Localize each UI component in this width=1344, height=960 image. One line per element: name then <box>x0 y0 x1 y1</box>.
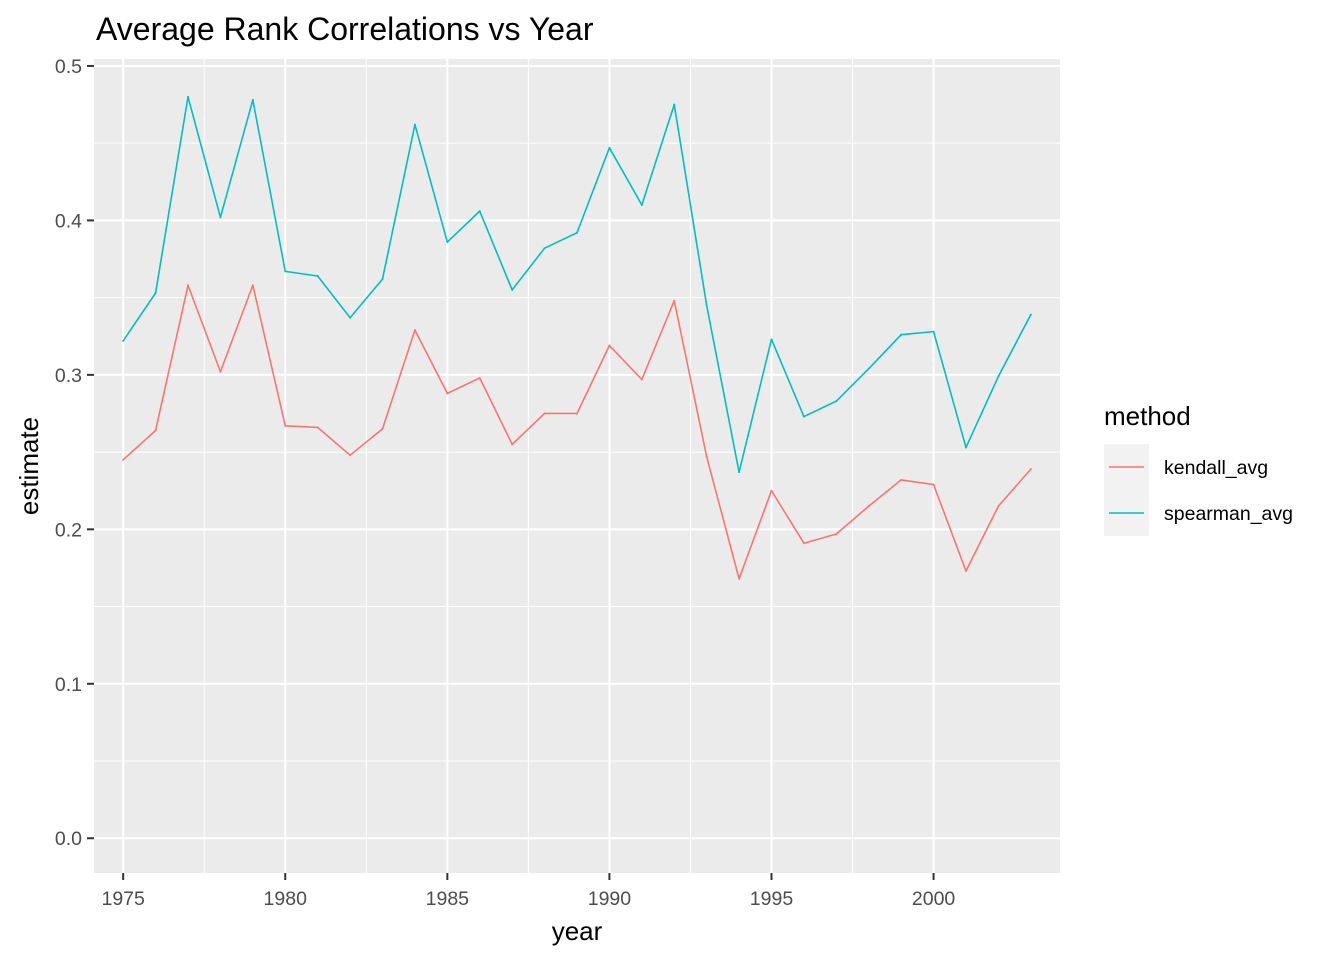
y-tick-label: 0.2 <box>55 519 82 541</box>
grid-minor <box>94 59 1060 873</box>
data-point-spearman_avg <box>316 275 319 278</box>
data-point-kendall_avg <box>446 392 449 395</box>
data-point-kendall_avg <box>251 284 254 287</box>
data-point-kendall_avg <box>608 344 611 347</box>
legend: method kendall_avg spearman_avg <box>1104 401 1293 536</box>
data-point-spearman_avg <box>738 471 741 474</box>
y-tick-label: 0.4 <box>55 210 82 232</box>
data-point-spearman_avg <box>997 375 1000 378</box>
x-tick-label: 2000 <box>912 888 956 910</box>
data-point-kendall_avg <box>867 505 870 508</box>
data-point-kendall_avg <box>316 426 319 429</box>
grid-major <box>94 59 1060 873</box>
plot-panel <box>94 59 1060 873</box>
x-tick-label: 1990 <box>588 888 632 910</box>
data-point-kendall_avg <box>154 429 157 432</box>
data-point-kendall_avg <box>511 443 514 446</box>
data-point-kendall_avg <box>705 455 708 458</box>
data-point-spearman_avg <box>219 216 222 219</box>
legend-title: method <box>1104 401 1191 431</box>
data-point-spearman_avg <box>770 338 773 341</box>
y-tick-label: 0.5 <box>55 56 82 78</box>
data-point-spearman_avg <box>511 288 514 291</box>
data-point-spearman_avg <box>122 339 125 342</box>
x-axis-title: year <box>552 916 603 946</box>
data-point-spearman_avg <box>640 203 643 206</box>
data-point-kendall_avg <box>802 542 805 545</box>
x-tick-label: 1995 <box>750 888 794 910</box>
data-point-spearman_avg <box>608 146 611 149</box>
data-point-spearman_avg <box>251 98 254 101</box>
y-tick-label: 0.3 <box>55 365 82 387</box>
data-point-kendall_avg <box>413 329 416 332</box>
data-point-kendall_avg <box>543 412 546 415</box>
data-point-spearman_avg <box>867 367 870 370</box>
data-point-spearman_avg <box>413 123 416 126</box>
data-point-kendall_avg <box>219 370 222 373</box>
data-point-kendall_avg <box>738 577 741 580</box>
legend-label-kendall_avg: kendall_avg <box>1164 457 1268 479</box>
data-point-spearman_avg <box>705 304 708 307</box>
data-point-spearman_avg <box>349 316 352 319</box>
data-point-kendall_avg <box>1029 468 1032 471</box>
data-point-kendall_avg <box>673 299 676 302</box>
y-axis-title: estimate <box>14 417 44 515</box>
data-point-spearman_avg <box>964 446 967 449</box>
data-point-kendall_avg <box>349 454 352 457</box>
data-point-kendall_avg <box>770 489 773 492</box>
data-point-kendall_avg <box>932 483 935 486</box>
y-axis: 0.0 0.1 0.2 0.3 0.4 0.5 <box>55 56 94 850</box>
data-point-spearman_avg <box>543 247 546 250</box>
data-point-spearman_avg <box>900 333 903 336</box>
data-point-spearman_avg <box>381 278 384 281</box>
data-point-kendall_avg <box>284 424 287 427</box>
series-lines <box>122 95 1032 580</box>
data-point-spearman_avg <box>478 210 481 213</box>
data-point-kendall_avg <box>997 505 1000 508</box>
y-tick-label: 0.1 <box>55 674 82 696</box>
data-point-spearman_avg <box>284 270 287 273</box>
data-point-spearman_avg <box>835 400 838 403</box>
data-point-spearman_avg <box>187 95 190 98</box>
data-point-kendall_avg <box>478 376 481 379</box>
chart-title: Average Rank Correlations vs Year <box>96 11 594 47</box>
data-point-kendall_avg <box>964 570 967 573</box>
data-point-spearman_avg <box>154 292 157 295</box>
x-tick-label: 1985 <box>426 888 470 910</box>
x-tick-label: 1975 <box>101 888 145 910</box>
x-tick-label: 1980 <box>264 888 308 910</box>
data-point-spearman_avg <box>1029 313 1032 316</box>
y-tick-label: 0.0 <box>55 828 82 850</box>
legend-label-spearman_avg: spearman_avg <box>1164 503 1293 525</box>
data-point-kendall_avg <box>576 412 578 415</box>
x-axis: 1975 1980 1985 1990 1995 2000 <box>101 873 955 910</box>
data-point-spearman_avg <box>446 241 449 244</box>
data-point-kendall_avg <box>381 427 384 430</box>
data-point-kendall_avg <box>900 478 903 481</box>
data-point-spearman_avg <box>802 415 805 418</box>
data-point-spearman_avg <box>932 330 935 333</box>
data-point-kendall_avg <box>187 284 190 287</box>
data-point-kendall_avg <box>835 532 838 535</box>
data-point-spearman_avg <box>576 231 578 234</box>
data-point-kendall_avg <box>640 378 643 381</box>
legend-items: kendall_avg spearman_avg <box>1104 444 1293 536</box>
data-point-kendall_avg <box>122 458 125 461</box>
data-point-spearman_avg <box>673 103 676 106</box>
